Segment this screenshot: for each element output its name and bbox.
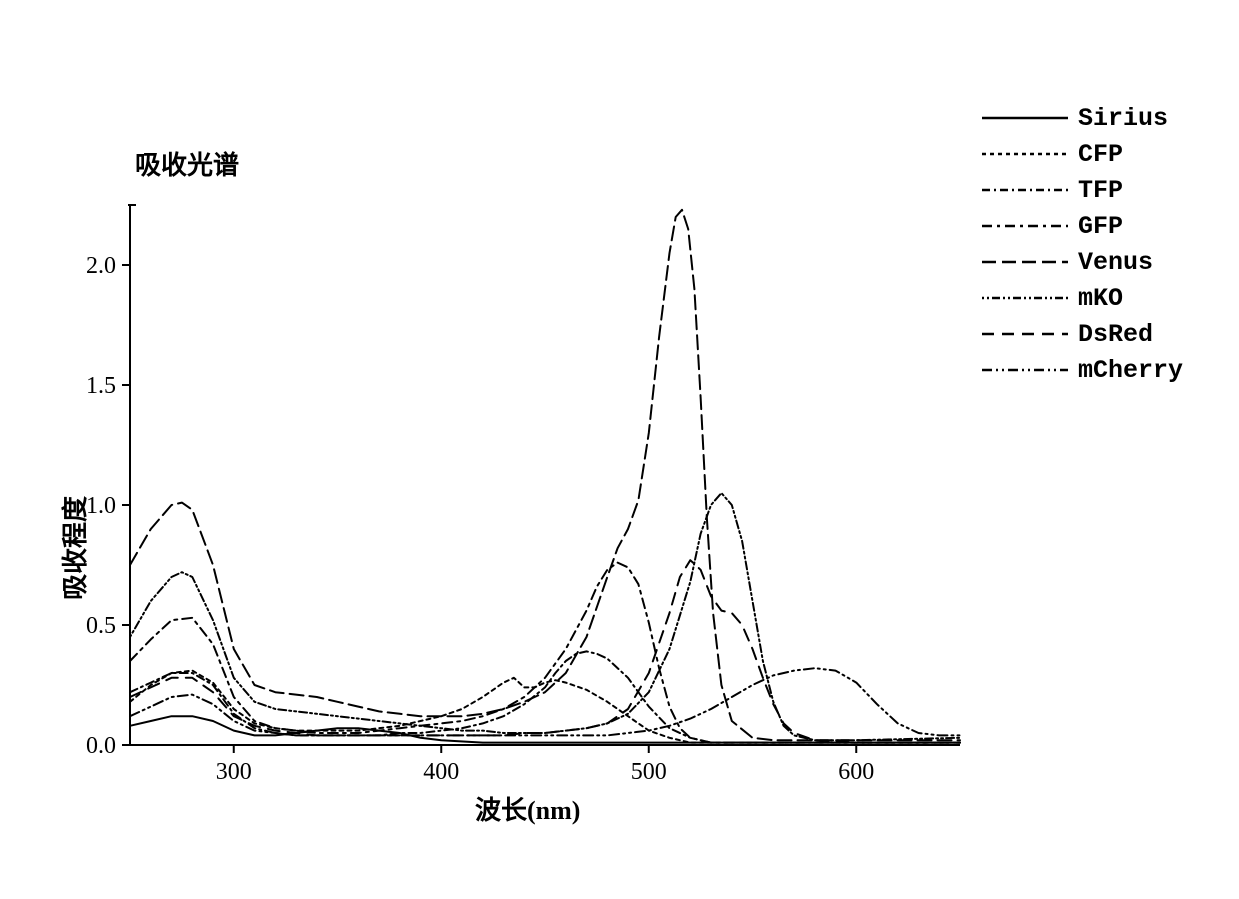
svg-text:0.5: 0.5 (86, 613, 116, 639)
legend-label: Venus (1078, 248, 1153, 277)
svg-text:600: 600 (838, 759, 874, 785)
series-DsRed (130, 560, 960, 742)
series-Venus (130, 210, 960, 740)
series-CFP (130, 671, 960, 743)
legend-label: Sirius (1078, 104, 1168, 133)
legend-label: TFP (1078, 176, 1123, 205)
legend-label: mCherry (1078, 356, 1183, 385)
legend-item-DsRed: DsRed (980, 316, 1183, 352)
legend-label: GFP (1078, 212, 1123, 241)
legend-item-Venus: Venus (980, 244, 1183, 280)
legend: Sirius CFP TFP GFP Venus mKO DsRed mCherry (980, 100, 1183, 388)
svg-text:500: 500 (631, 759, 667, 785)
series-mKO (130, 493, 960, 740)
legend-item-mCherry: mCherry (980, 352, 1183, 388)
chart-container: 吸收光谱 吸收程度 波长(nm) 0.00.51.01.52.030040050… (20, 20, 1239, 879)
legend-label: DsRed (1078, 320, 1153, 349)
legend-label: mKO (1078, 284, 1123, 313)
legend-item-CFP: CFP (980, 136, 1183, 172)
svg-text:2.0: 2.0 (86, 253, 116, 279)
svg-text:400: 400 (423, 759, 459, 785)
legend-label: CFP (1078, 140, 1123, 169)
series-GFP (130, 563, 960, 743)
svg-text:1.0: 1.0 (86, 493, 116, 519)
svg-text:300: 300 (216, 759, 252, 785)
svg-text:0.0: 0.0 (86, 733, 116, 759)
svg-text:1.5: 1.5 (86, 373, 116, 399)
legend-item-mKO: mKO (980, 280, 1183, 316)
legend-item-GFP: GFP (980, 208, 1183, 244)
legend-item-TFP: TFP (980, 172, 1183, 208)
series-TFP (130, 651, 960, 742)
legend-item-Sirius: Sirius (980, 100, 1183, 136)
